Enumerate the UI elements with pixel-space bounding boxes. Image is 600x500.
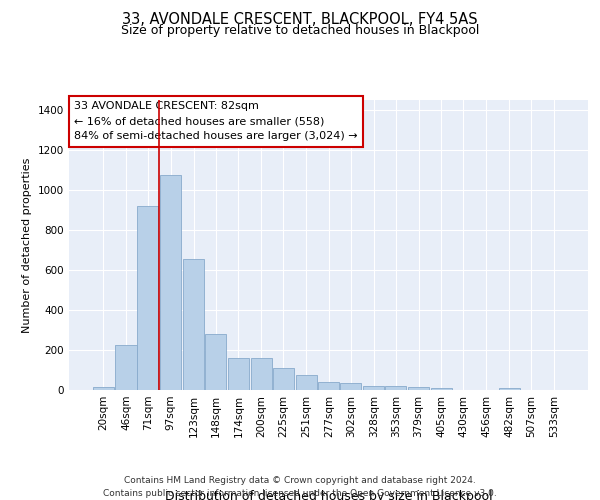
Bar [340, 383, 361, 390]
Bar [228, 358, 249, 390]
Bar [385, 386, 406, 390]
Y-axis label: Number of detached properties: Number of detached properties [22, 158, 32, 332]
Text: 33, AVONDALE CRESCENT, BLACKPOOL, FY4 5AS: 33, AVONDALE CRESCENT, BLACKPOOL, FY4 5A… [122, 12, 478, 28]
Bar [137, 206, 158, 390]
Bar [499, 388, 520, 390]
Bar [205, 334, 226, 390]
Text: Contains HM Land Registry data © Crown copyright and database right 2024.
Contai: Contains HM Land Registry data © Crown c… [103, 476, 497, 498]
Bar [363, 386, 384, 390]
Bar [183, 259, 204, 390]
Bar [319, 382, 340, 390]
X-axis label: Distribution of detached houses by size in Blackpool: Distribution of detached houses by size … [164, 490, 493, 500]
Bar [92, 387, 113, 390]
Bar [160, 175, 181, 390]
Text: Size of property relative to detached houses in Blackpool: Size of property relative to detached ho… [121, 24, 479, 37]
Bar [273, 368, 294, 390]
Bar [251, 358, 272, 390]
Bar [408, 388, 429, 390]
Bar [296, 375, 317, 390]
Text: 33 AVONDALE CRESCENT: 82sqm
← 16% of detached houses are smaller (558)
84% of se: 33 AVONDALE CRESCENT: 82sqm ← 16% of det… [74, 102, 358, 141]
Bar [431, 388, 452, 390]
Bar [115, 345, 137, 390]
